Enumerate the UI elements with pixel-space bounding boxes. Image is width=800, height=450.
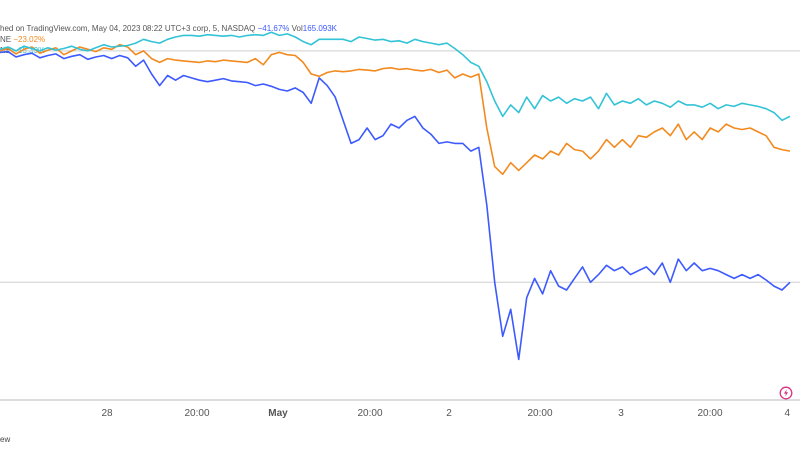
header-vol-value: 165.093K: [302, 24, 338, 33]
header-change-1: −41.67%: [257, 24, 290, 33]
x-tick-label-5: 20:00: [527, 408, 552, 419]
flash-icon[interactable]: [779, 386, 793, 400]
x-tick-label-0: 28: [101, 408, 113, 419]
x-tick-label-2: May: [268, 408, 288, 419]
reference-lines: [0, 50, 800, 283]
footer-text: ew: [0, 435, 11, 444]
series-line-3: [0, 31, 791, 122]
series-line-1: [0, 50, 791, 361]
chart-header-line-2: NE −23.02%: [0, 35, 45, 45]
header-symbol-1: corp, 5, NASDAQ: [192, 24, 256, 33]
series-line-2: [0, 43, 791, 176]
series-lines: [0, 31, 791, 361]
x-tick-label-4: 2: [446, 408, 452, 419]
x-tick-label-6: 3: [618, 408, 624, 419]
chart-header-line-1: hed on TradingView.com, May 04, 2023 08:…: [0, 24, 337, 34]
x-tick-label-3: 20:00: [357, 408, 382, 419]
header-symbol-2: NE: [0, 35, 12, 44]
x-tick-label-8: 4: [784, 408, 790, 419]
header-published-text: hed on TradingView.com, May 04, 2023 08:…: [0, 24, 191, 33]
header-change-2: −23.02%: [13, 35, 46, 44]
x-tick-label-7: 20:00: [697, 408, 722, 419]
x-axis-ticks: 28 20:00 May 20:00 2 20:00 3 20:00 4: [101, 408, 790, 419]
header-vol-label: Vol: [291, 24, 303, 33]
x-tick-label-1: 20:00: [184, 408, 209, 419]
